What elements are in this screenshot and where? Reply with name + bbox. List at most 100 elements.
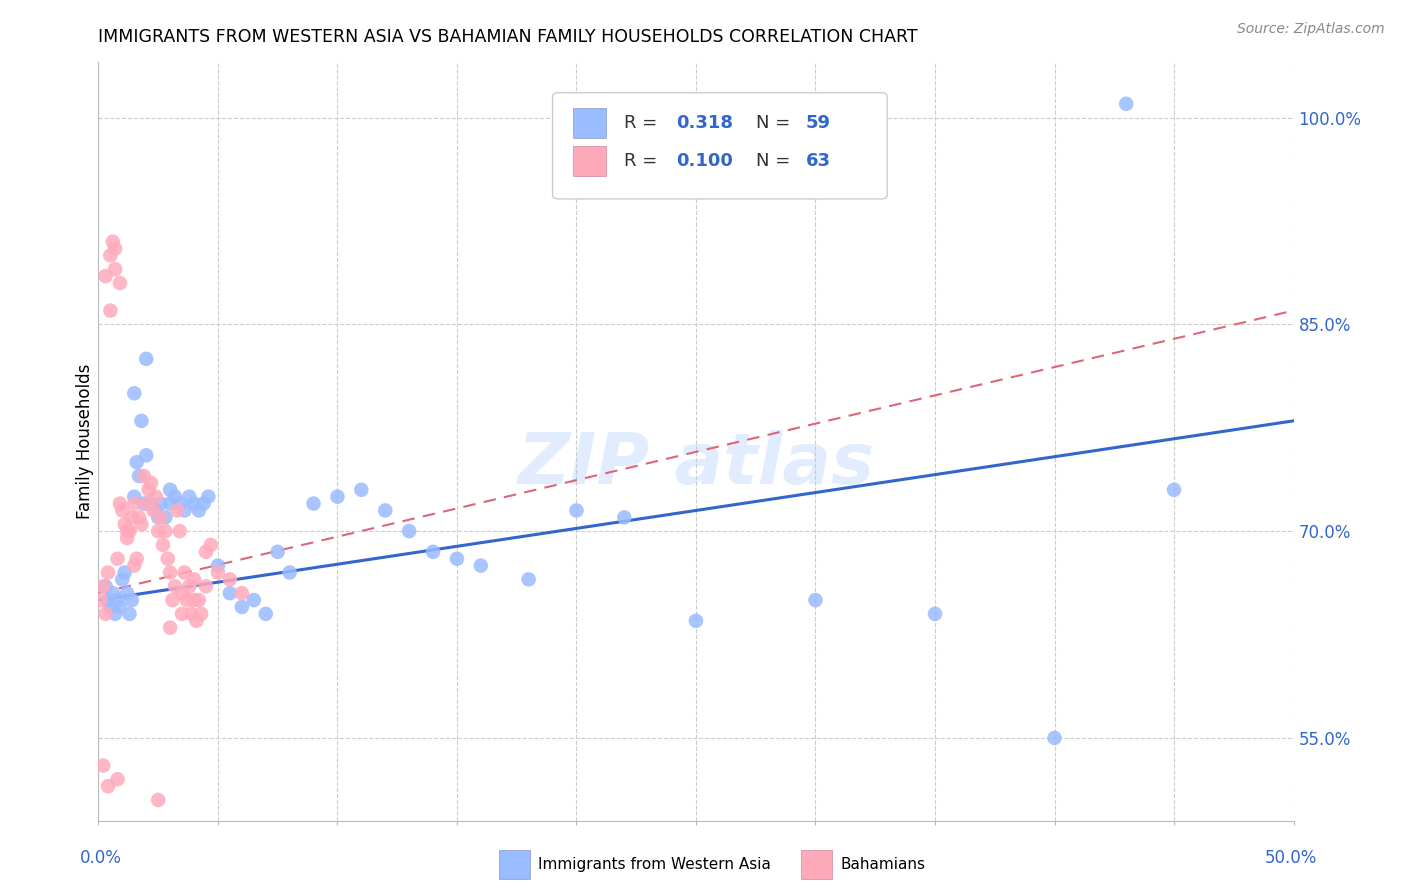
Point — [124, 490, 146, 504]
Point — [125, 551, 148, 566]
Point — [180, 607, 202, 621]
Point — [1163, 483, 1185, 497]
Point — [183, 573, 205, 587]
Point — [613, 510, 636, 524]
Point — [97, 779, 120, 793]
Point — [190, 607, 212, 621]
Text: R =: R = — [624, 152, 664, 170]
Point — [107, 772, 129, 787]
Point — [195, 579, 218, 593]
Point — [195, 545, 218, 559]
Point — [90, 593, 112, 607]
Text: IMMIGRANTS FROM WESTERN ASIA VS BAHAMIAN FAMILY HOUSEHOLDS CORRELATION CHART: IMMIGRANTS FROM WESTERN ASIA VS BAHAMIAN… — [98, 28, 918, 45]
Point — [118, 524, 141, 538]
Point — [139, 475, 162, 490]
Point — [139, 497, 162, 511]
FancyBboxPatch shape — [553, 93, 887, 199]
Point — [128, 469, 150, 483]
Point — [187, 593, 209, 607]
Point — [173, 503, 195, 517]
Text: Bahamians: Bahamians — [841, 857, 925, 871]
Point — [155, 524, 177, 538]
Point — [121, 510, 143, 524]
Point — [104, 242, 127, 256]
Point — [804, 593, 827, 607]
Text: 0.318: 0.318 — [676, 114, 733, 132]
Point — [124, 558, 146, 573]
Point — [179, 490, 201, 504]
Point — [278, 566, 301, 580]
Point — [124, 497, 146, 511]
Point — [166, 503, 188, 517]
Point — [101, 586, 124, 600]
Point — [107, 593, 129, 607]
Point — [231, 586, 253, 600]
Point — [145, 503, 167, 517]
Text: N =: N = — [756, 114, 796, 132]
Point — [172, 586, 194, 600]
Point — [121, 593, 143, 607]
Point — [446, 551, 468, 566]
Text: 0.0%: 0.0% — [80, 849, 122, 867]
Point — [98, 248, 122, 262]
Point — [219, 586, 242, 600]
Point — [111, 573, 134, 587]
Point — [207, 566, 229, 580]
Text: R =: R = — [624, 114, 664, 132]
Point — [138, 483, 160, 497]
Point — [187, 503, 209, 517]
Point — [186, 614, 208, 628]
Point — [149, 510, 172, 524]
Point — [104, 607, 127, 621]
Point — [219, 573, 242, 587]
Point — [183, 593, 205, 607]
Text: Source: ZipAtlas.com: Source: ZipAtlas.com — [1237, 22, 1385, 37]
Point — [159, 497, 181, 511]
Point — [94, 269, 117, 284]
Point — [115, 586, 138, 600]
Point — [231, 599, 253, 614]
Point — [104, 262, 127, 277]
Point — [114, 566, 136, 580]
Point — [422, 545, 444, 559]
Point — [243, 593, 266, 607]
Point — [114, 517, 136, 532]
Point — [155, 510, 177, 524]
Point — [193, 497, 215, 511]
Point — [98, 303, 122, 318]
Point — [1115, 96, 1137, 111]
Point — [200, 538, 222, 552]
Point — [135, 448, 157, 462]
Point — [148, 510, 170, 524]
Point — [163, 579, 186, 593]
Point — [149, 497, 172, 511]
Point — [94, 607, 117, 621]
Point — [128, 510, 150, 524]
Point — [132, 469, 155, 483]
Point — [179, 579, 201, 593]
Point — [124, 386, 146, 401]
Point — [115, 524, 138, 538]
Point — [145, 490, 167, 504]
Point — [302, 497, 325, 511]
Point — [197, 490, 219, 504]
Point — [148, 793, 170, 807]
Point — [108, 276, 131, 290]
Text: 50.0%: 50.0% — [1264, 849, 1317, 867]
Point — [115, 531, 138, 545]
Point — [565, 503, 588, 517]
Point — [350, 483, 373, 497]
Point — [97, 593, 120, 607]
Point — [131, 517, 153, 532]
Point — [107, 551, 129, 566]
Point — [924, 607, 946, 621]
Point — [97, 566, 120, 580]
Y-axis label: Family Households: Family Households — [76, 364, 94, 519]
Bar — [572, 145, 606, 177]
Point — [94, 579, 117, 593]
Point — [470, 558, 492, 573]
Text: 0.100: 0.100 — [676, 152, 733, 170]
Point — [685, 614, 707, 628]
Point — [132, 497, 155, 511]
Text: ZIP atlas: ZIP atlas — [517, 430, 875, 499]
